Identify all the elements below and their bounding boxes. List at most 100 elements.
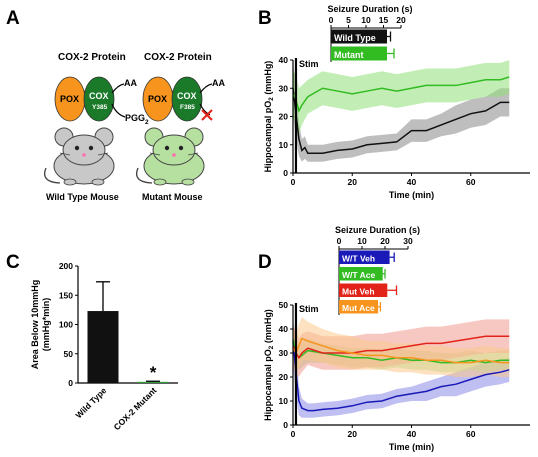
b-inset-tick-label-1: 5 xyxy=(346,15,351,25)
b-inset-bar-0 xyxy=(331,29,387,44)
b-band-1 xyxy=(293,60,510,134)
b-x-tick-label-2: 40 xyxy=(407,177,417,187)
d-x-tick-label-1: 20 xyxy=(348,429,358,439)
mut-aa-label: AA xyxy=(212,78,225,88)
b-x-tick-label-1: 20 xyxy=(348,177,358,187)
d-inset-bar-1 xyxy=(339,267,383,281)
d-y-tick-label-3: 30 xyxy=(279,348,289,358)
panel-letter-b: B xyxy=(258,8,272,29)
d-inset-bar-label-3: Mut Ace xyxy=(342,303,375,313)
c-y-axis-label: Area Below 10mmHg xyxy=(30,280,40,370)
chart-b: Stim 0 20 40 60 0 10 20 30 40 Time (min) Hippocampa… xyxy=(263,4,530,200)
chart-c: 0 50 100 150 200 Wild Type COX-2 Mutant * Area B… xyxy=(30,261,178,432)
b-inset-tick-label-2: 10 xyxy=(361,15,371,25)
c-significance-star: * xyxy=(150,363,157,382)
d-stim-label: Stim xyxy=(299,304,319,314)
wt-residue-label: Y385 xyxy=(92,104,108,111)
panel-a-schematic: COX-2 Protein POX COX Y385 AA PGG2 Wild … xyxy=(43,52,225,202)
d-band-0 xyxy=(293,317,510,418)
b-x-axis-label: Time (min) xyxy=(389,190,434,200)
d-inset-bar-3 xyxy=(339,300,379,314)
mut-cox-domain xyxy=(171,76,203,122)
d-inset-tick-label-3: 30 xyxy=(403,236,413,246)
d-x-axis-label: Time (min) xyxy=(389,442,434,452)
mut-residue-label: F385 xyxy=(180,104,195,111)
b-x-tick-label-0: 0 xyxy=(291,177,296,187)
mut-blocked-arrow xyxy=(199,103,211,116)
b-x-tick-label-3: 60 xyxy=(466,177,476,187)
c-y-axis-label-2: (mmHg*min) xyxy=(41,298,51,352)
wt-aa-label: AA xyxy=(124,78,137,88)
d-inset-tick-label-2: 20 xyxy=(380,236,390,246)
b-y-tick-label-1: 10 xyxy=(279,140,289,150)
blocked-cross-icon xyxy=(201,109,213,121)
b-band-0 xyxy=(293,62,510,162)
d-inset-bar-label-0: W/T Veh xyxy=(342,254,375,264)
chart-d: Stim 0 20 40 60 0 10 20 30 40 50 Time (min) Hippocam… xyxy=(263,225,530,452)
mut-protein-title: COX-2 Protein xyxy=(144,52,212,63)
b-stim-label: Stim xyxy=(299,59,319,69)
d-line-3 xyxy=(292,337,510,364)
b-y-tick-label-3: 30 xyxy=(279,83,289,93)
wt-mouse-label: Wild Type Mouse xyxy=(46,192,119,202)
b-y-tick-label-4: 40 xyxy=(279,55,289,65)
b-inset-tick-label-4: 20 xyxy=(396,15,406,25)
mut-cox-label: COX xyxy=(177,91,197,101)
d-inset-bar-0 xyxy=(339,250,390,264)
d-y-axis-label: Hippocampal pO2 (mmHg) xyxy=(263,309,275,421)
wt-aa-arrow xyxy=(111,83,125,94)
b-inset-title: Seizure Duration (s) xyxy=(327,4,412,14)
b-inset-tick-label-3: 15 xyxy=(379,15,389,25)
d-y-tick-label-2: 20 xyxy=(279,372,289,382)
d-line-2 xyxy=(292,335,510,360)
panel-letter-d: D xyxy=(258,252,272,273)
d-x-tick-label-0: 0 xyxy=(291,429,296,439)
wt-pgg-arrow xyxy=(111,103,126,118)
b-line-0 xyxy=(292,88,510,154)
c-bar-0 xyxy=(87,311,119,383)
c-y-tick-label-1: 50 xyxy=(64,349,74,359)
c-x-tick-label-1: COX-2 Mutant xyxy=(112,385,159,432)
c-bar-1 xyxy=(137,381,169,383)
d-y-tick-label-0: 0 xyxy=(283,420,288,430)
mut-pox-label: POX xyxy=(148,94,167,104)
b-inset-bar-label-0: Wild Type xyxy=(334,33,376,43)
wt-protein-title: COX-2 Protein xyxy=(58,52,126,63)
b-y-axis-label: Hippocampal pO2 (mmHg) xyxy=(263,61,275,173)
panel-letter-c: C xyxy=(6,252,20,273)
d-inset-bar-label-1: W/T Ace xyxy=(342,270,375,280)
d-y-tick-label-5: 50 xyxy=(279,300,289,310)
wt-mouse-icon xyxy=(43,127,115,186)
b-line-1 xyxy=(292,76,510,113)
mut-mouse-label: Mutant Mouse xyxy=(142,192,203,202)
d-line-0 xyxy=(292,340,510,412)
d-x-tick-label-2: 40 xyxy=(407,429,417,439)
c-y-tick-label-0: 0 xyxy=(68,378,73,388)
c-y-tick-label-3: 150 xyxy=(59,290,73,300)
mutant-mouse-icon xyxy=(135,127,205,186)
panel-letter-a: A xyxy=(6,8,20,29)
c-x-tick-label-0: Wild Type xyxy=(73,385,108,420)
b-inset-tick-label-0: 0 xyxy=(329,15,334,25)
b-y-tick-label-0: 0 xyxy=(283,168,288,178)
d-inset-bar-2 xyxy=(339,283,388,297)
d-line-1 xyxy=(292,338,510,364)
wt-cox-label: COX xyxy=(89,91,109,101)
c-y-tick-label-4: 200 xyxy=(59,261,73,271)
d-inset-bar-label-2: Mut Veh xyxy=(342,287,375,297)
d-inset-tick-label-1: 10 xyxy=(357,236,367,246)
c-y-tick-label-2: 100 xyxy=(59,320,73,330)
b-inset-bar-label-1: Mutant xyxy=(334,50,364,60)
d-inset-tick-label-0: 0 xyxy=(337,236,342,246)
wt-pgg-label: PGG2 xyxy=(125,113,149,126)
wt-pox-label: POX xyxy=(60,94,79,104)
mut-aa-arrow xyxy=(199,83,213,94)
d-x-tick-label-3: 60 xyxy=(466,429,476,439)
d-y-tick-label-4: 40 xyxy=(279,324,289,334)
b-inset-bar-1 xyxy=(331,46,387,61)
d-y-tick-label-1: 10 xyxy=(279,396,289,406)
b-y-tick-label-2: 20 xyxy=(279,112,289,122)
wt-cox-domain xyxy=(83,76,115,122)
d-inset-title: Seizure Duration (s) xyxy=(335,225,420,235)
